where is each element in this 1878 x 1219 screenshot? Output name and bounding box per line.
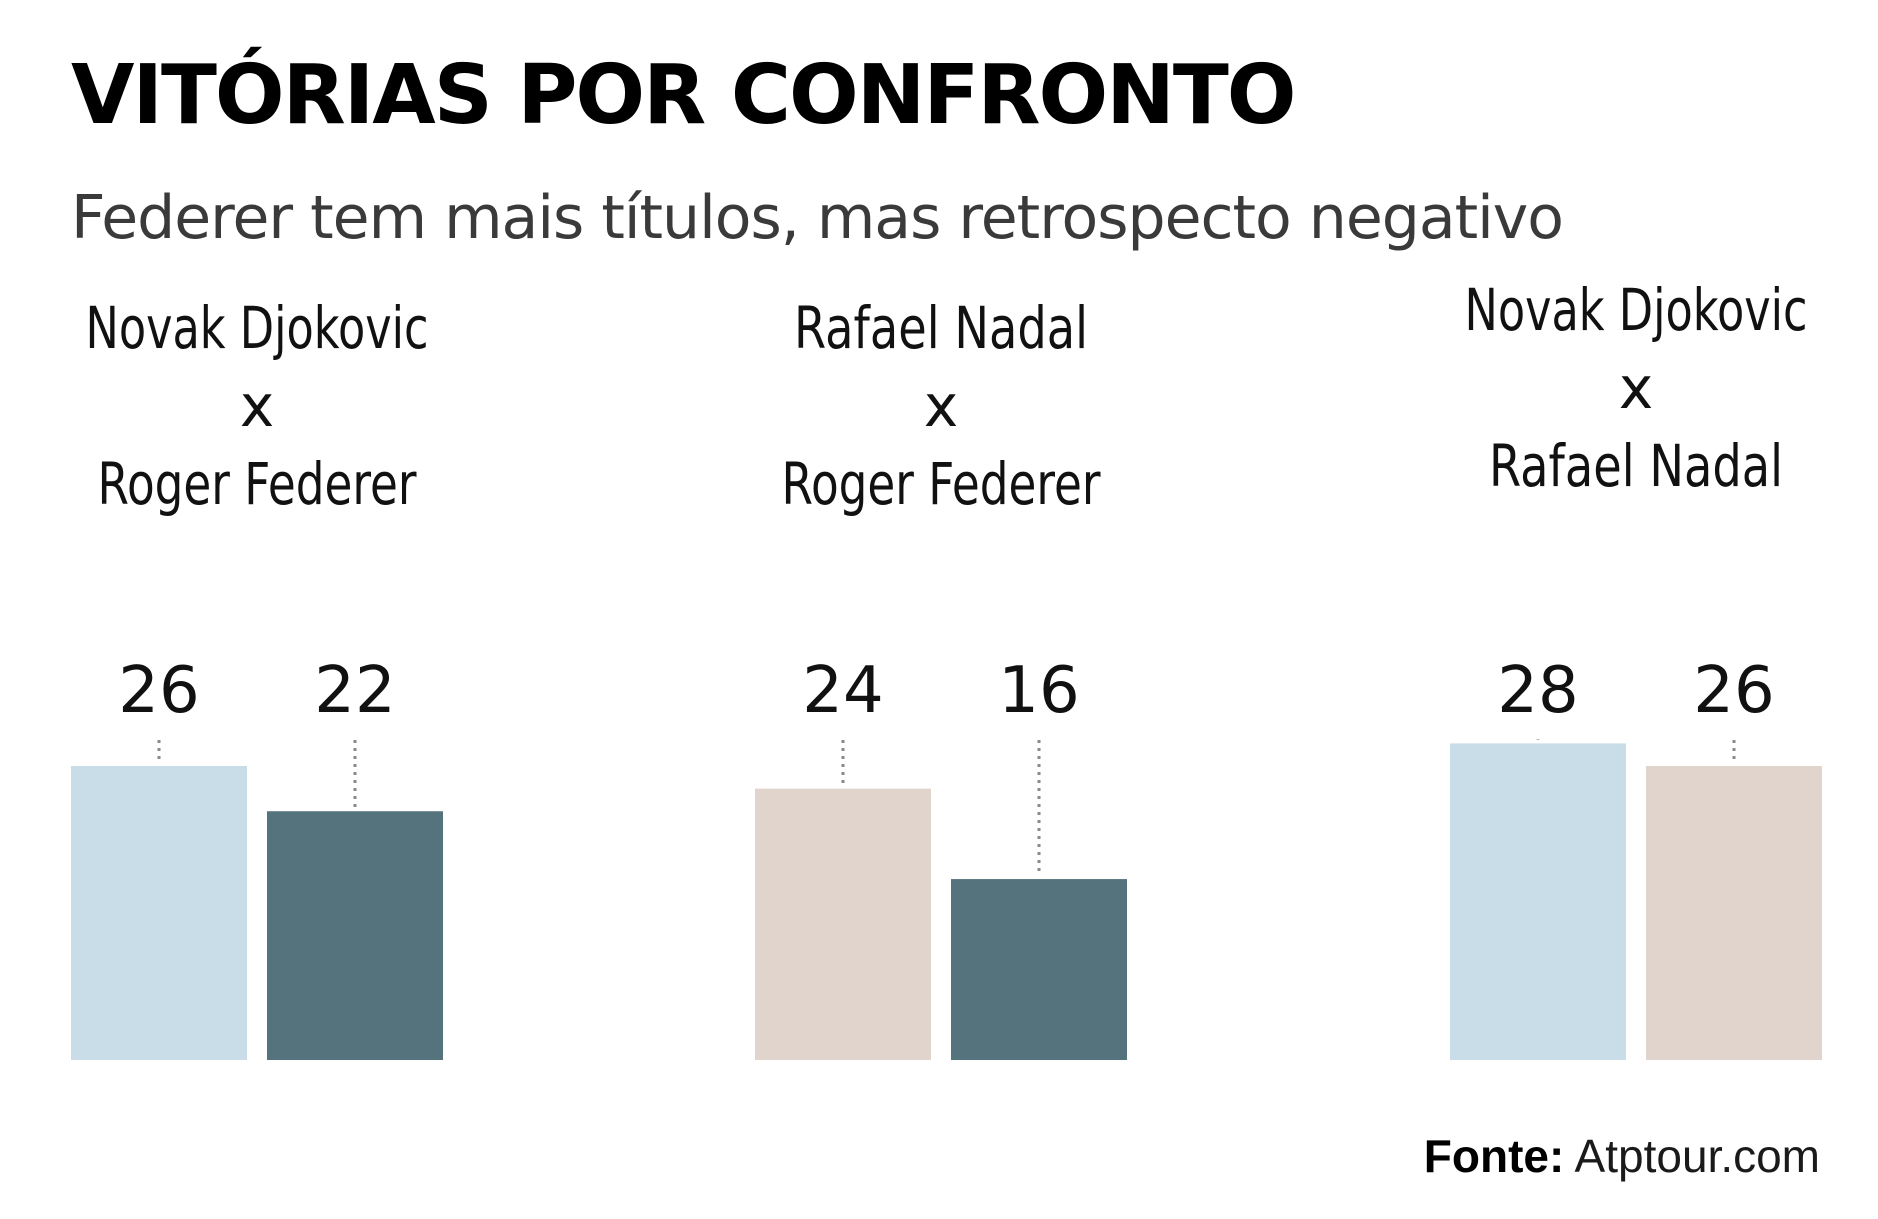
group-3-value-label-2: 26 [1693,654,1774,728]
group-2-bar-1 [755,788,931,1060]
group-3-heading-line-2: x [1619,354,1653,422]
group-1-value-label-1: 26 [118,654,199,728]
source-text: Atptour.com [1574,1130,1820,1182]
group-3-bar-2 [1646,766,1822,1060]
group-2-value-label-2: 16 [998,654,1079,728]
group-1-bar-2 [267,811,443,1060]
source-note: Fonte: Atptour.com [1424,1126,1820,1186]
group-1-value-label-2: 22 [314,654,395,728]
group-3-heading-line-1: Novak Djokovic [1465,276,1808,344]
group-2-value-label-1: 24 [802,654,883,728]
group-3-heading-line-3: Rafael Nadal [1489,432,1783,500]
group-1-heading-line-3: Roger Federer [98,450,417,518]
group-3-bar-1 [1450,743,1626,1060]
source-label: Fonte: [1423,1130,1565,1182]
chart-title: VITÓRIAS POR CONFRONTO [71,48,1296,143]
group-3-value-label-1: 28 [1497,654,1578,728]
chart-subtitle: Federer tem mais títulos, mas retrospect… [71,183,1564,253]
group-2-heading-line-2: x [924,372,958,440]
group-1-heading-line-1: Novak Djokovic [86,294,429,362]
group-1-bar-1 [71,766,247,1060]
group-2-heading-line-3: Roger Federer [782,450,1101,518]
group-2-bar-2 [951,879,1127,1060]
group-1-heading-line-2: x [240,372,274,440]
group-2-heading-line-1: Rafael Nadal [794,294,1088,362]
